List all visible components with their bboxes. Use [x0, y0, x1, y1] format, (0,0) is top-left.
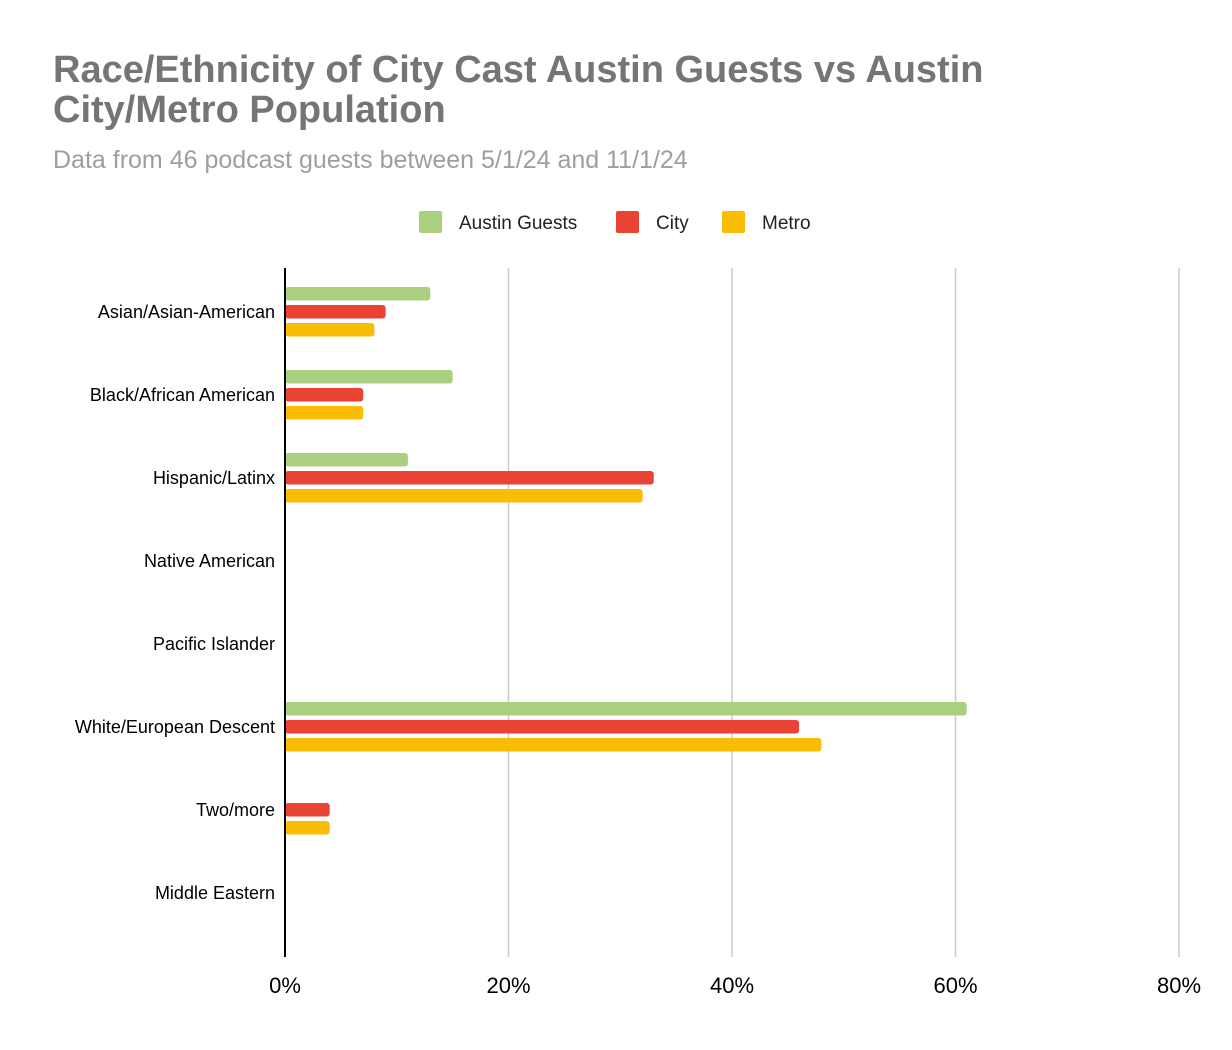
- category-label-black-african-american: Black/African American: [90, 385, 275, 405]
- legend-label-metro: Metro: [762, 213, 811, 234]
- bars: [285, 287, 967, 835]
- bar-city-hispanic-latinx: [285, 471, 654, 485]
- category-labels: Asian/Asian-American Black/African Americ…: [75, 302, 275, 903]
- legend-swatch-metro: [722, 211, 745, 233]
- bar-metro-two-more: [285, 821, 330, 835]
- x-tick-labels: 0% 20% 40% 60% 80%: [269, 973, 1201, 998]
- legend-swatch-city: [616, 211, 639, 233]
- bar-austin-guests-black-african-american: [285, 370, 453, 384]
- legend-label-city: City: [656, 213, 689, 234]
- bar-city-white-european-descent: [285, 720, 800, 734]
- legend-label-austin-guests: Austin Guests: [459, 213, 577, 234]
- category-label-middle-eastern: Middle Eastern: [155, 883, 275, 903]
- bar-city-two-more: [285, 803, 330, 817]
- category-label-hispanic-latinx: Hispanic/Latinx: [153, 468, 275, 488]
- category-label-native-american: Native American: [144, 551, 275, 571]
- chart-title: Race/Ethnicity of City Cast Austin Guest…: [53, 49, 984, 131]
- legend-swatch-austin-guests: [419, 211, 442, 233]
- x-tick-label-40: 40%: [710, 973, 754, 998]
- bar-city-black-african-american: [285, 388, 364, 402]
- bar-metro-white-european-descent: [285, 738, 822, 752]
- bar-austin-guests-hispanic-latinx: [285, 453, 408, 467]
- x-tick-label-20: 20%: [486, 973, 530, 998]
- category-label-white-european-descent: White/European Descent: [75, 717, 275, 737]
- chart-legend: Austin Guests City Metro: [419, 211, 811, 234]
- x-tick-label-60: 60%: [933, 973, 977, 998]
- gridlines: [507, 268, 1180, 957]
- bar-austin-guests-asian-asian-american: [285, 287, 431, 301]
- category-label-two-more: Two/more: [196, 800, 275, 820]
- x-tick-label-0: 0%: [269, 973, 301, 998]
- bar-austin-guests-white-european-descent: [285, 702, 967, 716]
- bar-metro-asian-asian-american: [285, 323, 375, 337]
- bar-city-asian-asian-american: [285, 305, 386, 319]
- bar-metro-hispanic-latinx: [285, 489, 643, 503]
- category-label-pacific-islander: Pacific Islander: [153, 634, 275, 654]
- chart-subtitle: Data from 46 podcast guests between 5/1/…: [53, 146, 688, 174]
- category-label-asian-asian-american: Asian/Asian-American: [98, 302, 275, 322]
- bar-metro-black-african-american: [285, 406, 364, 420]
- x-tick-label-80: 80%: [1157, 973, 1201, 998]
